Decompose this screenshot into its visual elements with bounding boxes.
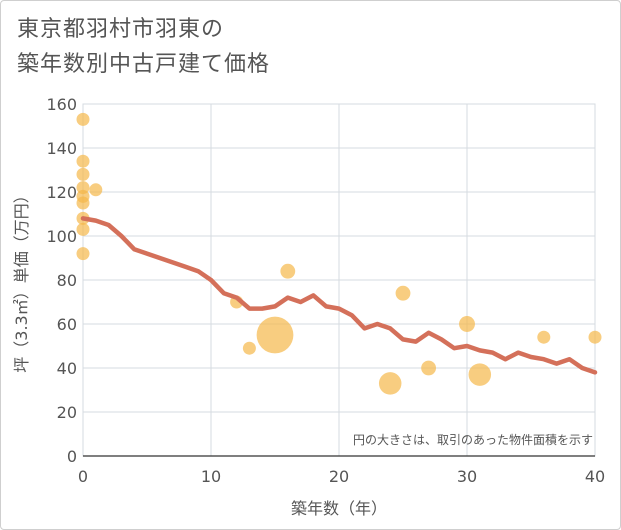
bubble-point xyxy=(459,316,475,332)
x-tick-label: 10 xyxy=(201,467,221,486)
chart-title: 東京都羽村市羽東の 築年数別中古戸建て価格 xyxy=(17,12,270,82)
bubble-point xyxy=(76,154,90,168)
bubble-point xyxy=(588,330,602,344)
grid xyxy=(82,103,596,457)
trend-series xyxy=(80,216,598,375)
bubble-series xyxy=(76,112,602,395)
x-axis-label: 築年数（年） xyxy=(291,499,387,518)
y-tick-label: 120 xyxy=(46,183,77,202)
chart-title-line1: 東京都羽村市羽東の xyxy=(17,17,225,42)
tick-labels: 0 20 40 60 80 100 120 140 160 0 10 20 30 40 xyxy=(46,95,605,486)
bubble-point xyxy=(421,360,437,376)
x-tick-label: 30 xyxy=(457,467,477,486)
plot-area xyxy=(82,103,596,457)
bubble-point xyxy=(76,247,90,261)
bubble-point xyxy=(76,222,90,236)
bubble-point xyxy=(395,285,411,301)
x-tick-label: 20 xyxy=(329,467,349,486)
x-tick-label: 40 xyxy=(585,467,605,486)
bubble-point xyxy=(280,263,296,279)
y-tick-label: 60 xyxy=(57,315,77,334)
y-tick-label: 20 xyxy=(57,403,77,422)
bubble-point xyxy=(76,112,90,126)
chart-title-line2: 築年数別中古戸建て価格 xyxy=(17,52,271,77)
bubble-point xyxy=(378,372,402,395)
bubble-point xyxy=(76,167,90,181)
size-note: 円の大きさは、取引のあった物件面積を示す xyxy=(353,432,593,447)
y-tick-label: 0 xyxy=(67,447,77,466)
bubble-point xyxy=(89,183,103,197)
bubble-point xyxy=(242,341,256,355)
average-price-line xyxy=(80,216,598,375)
y-tick-label: 140 xyxy=(46,139,77,158)
y-tick-label: 40 xyxy=(57,359,77,378)
bubble-point xyxy=(468,363,492,386)
x-tick-label: 0 xyxy=(78,467,88,486)
y-axis-label: 坪（3.3㎡）単価（万円） xyxy=(12,187,31,372)
y-tick-label: 160 xyxy=(46,95,77,114)
bubble-point xyxy=(537,330,551,344)
bubble-point xyxy=(76,196,90,210)
bubble-point xyxy=(256,316,294,354)
y-tick-label: 80 xyxy=(57,271,77,290)
y-tick-label: 100 xyxy=(46,227,77,246)
